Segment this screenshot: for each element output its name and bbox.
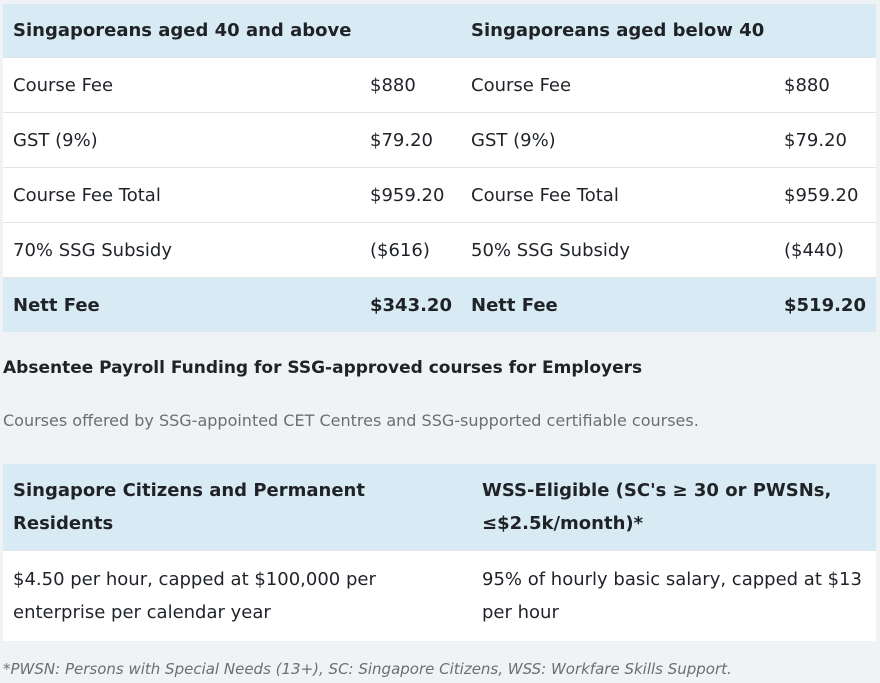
table-row: Course Fee $880 Course Fee $880: [3, 57, 876, 113]
nett-fee-label: Nett Fee: [461, 277, 774, 332]
table-row: Course Fee Total $959.20 Course Fee Tota…: [3, 167, 876, 223]
payroll-funding-table: Singapore Citizens and Permanent Residen…: [3, 464, 876, 641]
subsidy-value: ($616): [360, 222, 461, 278]
course-fee-value: $880: [360, 57, 461, 113]
course-fee-total-label: Course Fee Total: [461, 167, 774, 223]
course-fee-total-label: Course Fee Total: [3, 167, 360, 223]
table-row: $4.50 per hour, capped at $100,000 per e…: [3, 550, 876, 641]
course-fee-total-value: $959.20: [360, 167, 461, 223]
table-row: 70% SSG Subsidy ($616) 50% SSG Subsidy (…: [3, 222, 876, 278]
footnote: *PWSN: Persons with Special Needs (13+),…: [3, 660, 732, 678]
course-fee-label: Course Fee: [3, 57, 360, 113]
citizens-pr-funding: $4.50 per hour, capped at $100,000 per e…: [3, 550, 472, 641]
header-aged-below-40: Singaporeans aged below 40: [461, 4, 876, 58]
header-citizens-pr: Singapore Citizens and Permanent Residen…: [3, 464, 472, 551]
payroll-funding-heading: Absentee Payroll Funding for SSG-approve…: [3, 358, 643, 378]
gst-value: $79.20: [774, 112, 876, 168]
table-row: GST (9%) $79.20 GST (9%) $79.20: [3, 112, 876, 168]
subsidy-label: 70% SSG Subsidy: [3, 222, 360, 278]
course-fee-table: Singaporeans aged 40 and above Singapore…: [3, 4, 876, 332]
wss-eligible-funding: 95% of hourly basic salary, capped at $1…: [472, 550, 876, 641]
course-fee-value: $880: [774, 57, 876, 113]
gst-label: GST (9%): [3, 112, 360, 168]
fee-table-header-row: Singaporeans aged 40 and above Singapore…: [3, 4, 876, 58]
course-fee-total-value: $959.20: [774, 167, 876, 223]
header-aged-40-above: Singaporeans aged 40 and above: [3, 4, 461, 58]
subsidy-label: 50% SSG Subsidy: [461, 222, 774, 278]
course-fee-label: Course Fee: [461, 57, 774, 113]
gst-value: $79.20: [360, 112, 461, 168]
header-wss-eligible: WSS-Eligible (SC's ≥ 30 or PWSNs, ≤$2.5k…: [472, 464, 876, 551]
subsidy-value: ($440): [774, 222, 876, 278]
nett-fee-label: Nett Fee: [3, 277, 360, 332]
nett-fee-value: $343.20: [360, 277, 461, 332]
payroll-header-row: Singapore Citizens and Permanent Residen…: [3, 464, 876, 551]
nett-fee-row: Nett Fee $343.20 Nett Fee $519.20: [3, 277, 876, 332]
gst-label: GST (9%): [461, 112, 774, 168]
nett-fee-value: $519.20: [774, 277, 876, 332]
payroll-funding-description: Courses offered by SSG-appointed CET Cen…: [3, 411, 699, 430]
